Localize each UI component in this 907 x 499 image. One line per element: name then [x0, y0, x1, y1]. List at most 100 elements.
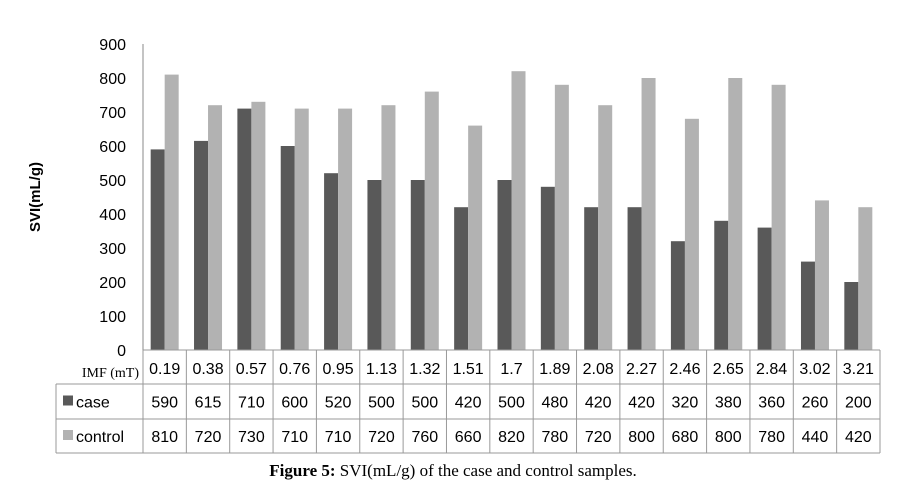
bar-control — [251, 101, 266, 350]
x-tick-label: 2.27 — [626, 361, 657, 378]
bar-case — [844, 282, 859, 350]
bar-case — [194, 140, 209, 350]
bar-case — [324, 173, 339, 350]
legend-label-control: control — [76, 429, 124, 446]
x-tick-label: 2.65 — [713, 361, 744, 378]
data-label-case: 380 — [715, 395, 742, 412]
data-label-control: 710 — [325, 429, 352, 446]
bar-case — [714, 220, 729, 350]
bar-case — [800, 261, 815, 350]
data-label-case: 260 — [802, 395, 829, 412]
data-label-case: 320 — [672, 395, 699, 412]
data-label-control: 660 — [455, 429, 482, 446]
bar-control — [294, 108, 309, 350]
bar-control — [641, 78, 656, 350]
bar-control — [771, 84, 786, 351]
x-tick-label: 0.19 — [149, 361, 180, 378]
bar-case — [237, 108, 252, 350]
bar-case — [627, 207, 642, 350]
y-tick-label: 600 — [99, 139, 126, 156]
x-tick-label: 1.51 — [453, 361, 484, 378]
data-label-control: 680 — [672, 429, 699, 446]
x-tick-label: 1.13 — [366, 361, 397, 378]
data-label-control: 720 — [368, 429, 395, 446]
bar-control — [684, 118, 699, 350]
data-label-control: 780 — [542, 429, 569, 446]
y-axis-label: SVI(mL/g) — [27, 162, 44, 232]
data-label-case: 420 — [455, 395, 482, 412]
legend-label-case: case — [76, 395, 110, 412]
x-tick-label: 0.57 — [236, 361, 267, 378]
bar-control — [858, 207, 873, 350]
y-tick-label: 800 — [99, 71, 126, 88]
x-axis-label: IMF (mT) — [82, 366, 140, 381]
x-tick-label: 0.76 — [279, 361, 310, 378]
data-label-control: 820 — [498, 429, 525, 446]
x-tick-label: 0.38 — [192, 361, 223, 378]
bar-case — [540, 186, 555, 350]
y-tick-label: 700 — [99, 105, 126, 122]
bar-case — [670, 241, 685, 350]
data-label-case: 615 — [195, 395, 222, 412]
y-tick-label: 300 — [99, 241, 126, 258]
data-label-control: 710 — [281, 429, 308, 446]
x-tick-label: 2.84 — [756, 361, 787, 378]
x-tick-label: 2.46 — [669, 361, 700, 378]
data-label-control: 730 — [238, 429, 265, 446]
data-label-case: 480 — [542, 395, 569, 412]
x-tick-label: 1.7 — [500, 361, 522, 378]
y-tick-label: 400 — [99, 207, 126, 224]
bar-control — [208, 105, 223, 350]
data-label-case: 600 — [281, 395, 308, 412]
x-tick-label: 0.95 — [323, 361, 354, 378]
bar-case — [280, 146, 295, 350]
y-tick-label: 200 — [99, 275, 126, 292]
bar-control — [468, 125, 483, 350]
data-label-case: 500 — [368, 395, 395, 412]
data-label-case: 520 — [325, 395, 352, 412]
legend-swatch-case — [63, 395, 73, 406]
bar-control — [511, 71, 526, 350]
y-tick-label: 900 — [99, 37, 126, 54]
bar-control — [164, 74, 179, 350]
x-tick-label: 2.08 — [583, 361, 614, 378]
bar-control — [728, 78, 743, 350]
y-tick-label: 500 — [99, 173, 126, 190]
legend-swatch-control — [63, 430, 73, 440]
y-tick-label: 0 — [117, 343, 126, 360]
x-tick-label: 1.89 — [539, 361, 570, 378]
data-label-control: 420 — [845, 429, 872, 446]
bar-control — [424, 91, 439, 350]
bar-case — [497, 180, 512, 350]
figure-caption: Figure 5: SVI(mL/g) of the case and cont… — [269, 461, 636, 480]
bar-case — [454, 207, 469, 350]
bar-control — [338, 108, 353, 350]
bar-control — [554, 84, 569, 351]
data-label-control: 800 — [715, 429, 742, 446]
data-label-control: 810 — [151, 429, 178, 446]
bar-case — [410, 180, 425, 350]
y-tick-label: 100 — [99, 309, 126, 326]
data-label-case: 420 — [585, 395, 612, 412]
x-tick-label: 3.02 — [799, 361, 830, 378]
data-label-control: 720 — [195, 429, 222, 446]
bar-control — [598, 105, 613, 350]
bar-case — [757, 227, 772, 350]
bar-control — [381, 105, 396, 350]
data-label-control: 720 — [585, 429, 612, 446]
bar-control — [814, 200, 829, 350]
bar-case — [150, 149, 165, 350]
data-label-case: 590 — [151, 395, 178, 412]
caption-text: SVI(mL/g) of the case and control sample… — [336, 461, 637, 480]
data-label-case: 710 — [238, 395, 265, 412]
data-label-case: 200 — [845, 395, 872, 412]
data-label-control: 800 — [628, 429, 655, 446]
caption-label: Figure 5: — [269, 461, 335, 480]
bar-case — [367, 180, 382, 350]
data-label-case: 500 — [498, 395, 525, 412]
bar-case — [584, 207, 599, 350]
data-label-case: 500 — [411, 395, 438, 412]
data-label-case: 360 — [758, 395, 785, 412]
data-label-control: 780 — [758, 429, 785, 446]
